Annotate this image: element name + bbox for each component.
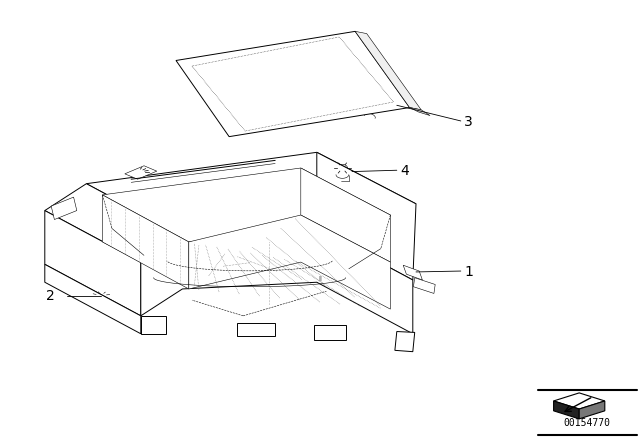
Polygon shape (141, 316, 166, 334)
Polygon shape (395, 332, 415, 352)
Polygon shape (189, 215, 390, 309)
Polygon shape (176, 31, 410, 137)
Polygon shape (554, 393, 605, 409)
Polygon shape (301, 168, 390, 262)
Text: 00154770: 00154770 (563, 418, 611, 428)
Polygon shape (237, 323, 275, 336)
Polygon shape (410, 108, 430, 116)
Text: II: II (318, 276, 322, 282)
Polygon shape (45, 211, 141, 316)
Text: 2: 2 (46, 289, 55, 303)
Polygon shape (45, 184, 182, 262)
Polygon shape (579, 401, 605, 419)
Ellipse shape (95, 293, 107, 299)
Polygon shape (317, 152, 416, 280)
Circle shape (337, 164, 348, 172)
Text: 3: 3 (464, 115, 473, 129)
Polygon shape (51, 197, 77, 220)
Polygon shape (102, 168, 390, 242)
Text: 4: 4 (400, 164, 409, 178)
Polygon shape (102, 195, 189, 289)
Polygon shape (314, 325, 346, 340)
Polygon shape (413, 278, 435, 293)
Polygon shape (403, 265, 422, 280)
Text: 1: 1 (464, 265, 473, 279)
Polygon shape (554, 401, 579, 419)
Polygon shape (45, 264, 141, 334)
Polygon shape (86, 152, 416, 235)
Ellipse shape (92, 291, 110, 301)
Polygon shape (125, 166, 157, 179)
Polygon shape (141, 228, 413, 334)
Polygon shape (355, 31, 421, 110)
